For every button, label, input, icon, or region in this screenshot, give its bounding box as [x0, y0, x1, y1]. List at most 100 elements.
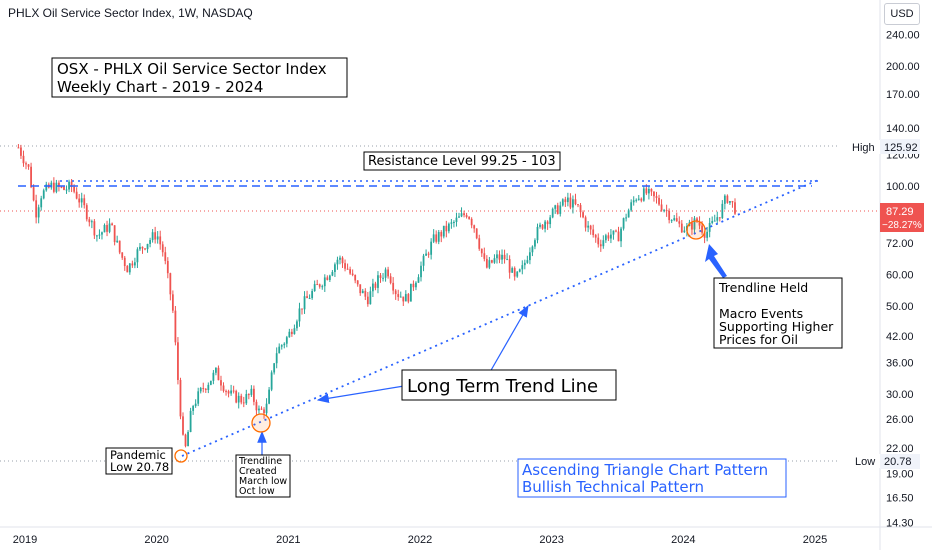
candle-body	[136, 249, 139, 263]
candle-body	[498, 254, 501, 260]
candle-body	[493, 258, 496, 263]
candle-body	[311, 291, 314, 299]
candle-body	[22, 155, 25, 164]
x-tick-label: 2022	[408, 534, 432, 546]
candle-body	[460, 213, 463, 217]
candle-body	[422, 255, 425, 266]
candle-body	[278, 346, 281, 354]
candle-body	[364, 290, 367, 297]
candle-body	[339, 257, 341, 260]
candle-body	[397, 294, 400, 297]
candle-body	[111, 223, 114, 226]
candle-body	[123, 257, 126, 267]
candle-body	[584, 217, 587, 228]
candle-body	[706, 231, 709, 238]
candle-body	[721, 203, 724, 218]
candle-body	[20, 147, 22, 156]
candle-body	[37, 207, 40, 218]
candle-body	[642, 188, 645, 201]
candle-body	[242, 402, 245, 404]
candle-body	[518, 269, 521, 272]
candle-body	[377, 275, 379, 288]
candle-body	[296, 321, 298, 329]
candle-body	[528, 252, 531, 261]
candle-body	[230, 390, 233, 394]
candle-body	[255, 401, 258, 411]
candle-body	[349, 269, 352, 274]
candle-body	[384, 269, 387, 278]
candles-group	[17, 144, 736, 448]
candle-body	[577, 204, 579, 206]
x-tick-label: 2024	[671, 534, 695, 546]
candle-body	[731, 201, 734, 203]
oct-low-circle	[251, 413, 271, 433]
high-label-bg	[848, 140, 880, 154]
candle-body	[171, 294, 174, 311]
candle-body	[192, 406, 195, 411]
candle-body	[708, 222, 711, 232]
candle-body	[35, 200, 38, 218]
candle-body	[718, 217, 721, 219]
title-line1: OSX - PHLX Oil Service Sector Index	[57, 60, 327, 78]
candle-body	[680, 223, 683, 233]
candle-body	[415, 282, 417, 288]
y-tick-label: 19.00	[886, 468, 914, 480]
candle-body	[177, 342, 179, 380]
candle-body	[369, 291, 372, 305]
candle-body	[640, 198, 643, 201]
candle-body	[149, 240, 151, 244]
candle-body	[306, 296, 308, 299]
trendline-held-line4: Supporting Higher	[719, 319, 834, 334]
candle-body	[174, 310, 177, 343]
candle-body	[617, 231, 620, 242]
candle-body	[275, 353, 278, 364]
candle-body	[455, 217, 458, 222]
trendline-held-box	[713, 277, 843, 349]
candle-body	[442, 225, 445, 237]
pandemic-line1: Pandemic	[110, 448, 166, 462]
candle-body	[698, 221, 701, 226]
y-axis-ticks: 240.00200.00170.00140.00120.00100.0072.0…	[886, 30, 920, 530]
candle-body	[252, 388, 255, 402]
candle-body	[164, 252, 167, 261]
candle-body	[592, 229, 595, 236]
candle-body	[65, 189, 68, 191]
candle-body	[354, 274, 357, 281]
candle-body	[650, 188, 653, 192]
last-price-change: −28.27%	[882, 220, 922, 231]
candle-body	[280, 345, 283, 347]
candle-body	[703, 232, 706, 238]
y-tick-label: 36.00	[886, 358, 914, 370]
candle-body	[508, 259, 511, 273]
candle-body	[734, 202, 736, 214]
pattern-line2: Bullish Technical Pattern	[522, 478, 704, 496]
candle-body	[88, 219, 91, 223]
candle-body	[346, 268, 349, 270]
candle-body	[632, 200, 635, 203]
candle-body	[607, 235, 610, 239]
candle-body	[394, 290, 397, 295]
candle-body	[58, 182, 60, 187]
candle-body	[159, 236, 162, 245]
candle-body	[539, 224, 541, 227]
candle-body	[232, 390, 235, 392]
candle-body	[554, 205, 557, 209]
candle-body	[78, 198, 81, 203]
candle-body	[217, 367, 220, 381]
candle-body	[27, 164, 30, 167]
candle-body	[270, 372, 273, 390]
candle-body	[283, 343, 286, 346]
candle-body	[589, 225, 592, 230]
candle-body	[526, 260, 529, 263]
candle-body	[154, 232, 157, 240]
y-tick-label: 42.00	[886, 331, 914, 343]
currency-button[interactable]: USD	[884, 3, 920, 25]
candle-body	[372, 283, 374, 292]
y-tick-label: 30.00	[886, 389, 914, 401]
candle-body	[121, 252, 124, 258]
candle-body	[723, 195, 726, 204]
candle-body	[323, 277, 326, 287]
candle-body	[670, 220, 673, 222]
candle-body	[113, 225, 116, 243]
